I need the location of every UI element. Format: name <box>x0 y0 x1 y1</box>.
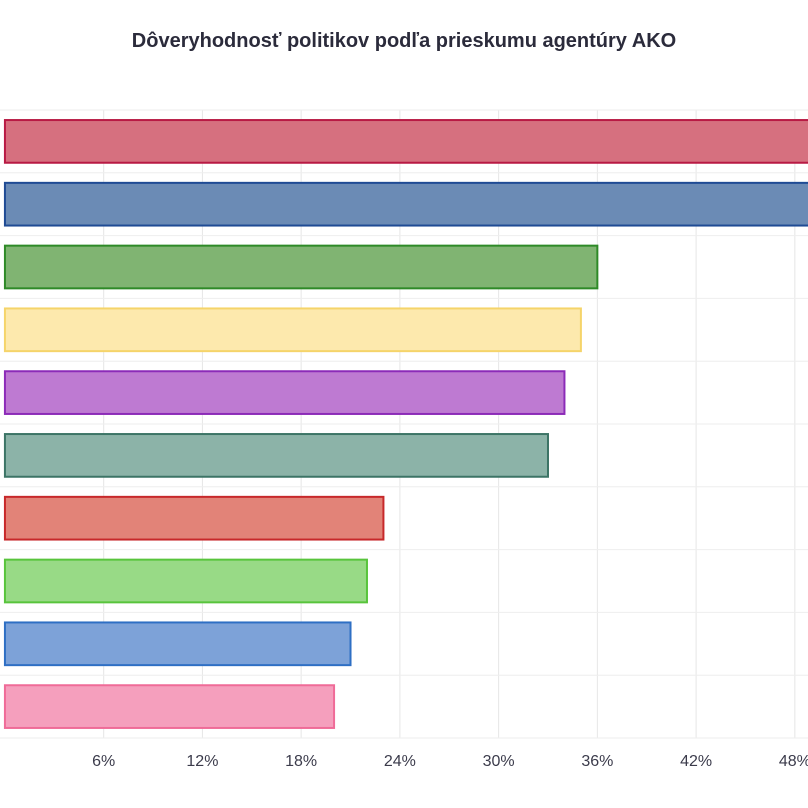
bar[interactable] <box>3 558 368 604</box>
x-tick-label: 18% <box>285 753 317 770</box>
grid-layer <box>0 109 808 739</box>
x-axis-ticks: 6% 12% 18% 24% 30% 36% 42% 48% <box>92 753 808 770</box>
x-tick-label: 42% <box>680 753 712 770</box>
bar[interactable] <box>3 119 808 164</box>
bar[interactable] <box>3 181 808 227</box>
chart-title: Dôveryhodnosť politikov podľa prieskumu … <box>131 30 677 52</box>
x-tick-label: 24% <box>384 753 416 770</box>
bar[interactable] <box>3 495 385 541</box>
bar[interactable] <box>3 684 336 729</box>
x-tick-label: 12% <box>186 753 218 770</box>
x-tick-label: 36% <box>581 753 613 770</box>
x-tick-label: 6% <box>92 753 115 770</box>
bar[interactable] <box>3 307 582 353</box>
bar-layer <box>3 119 808 729</box>
bar[interactable] <box>3 370 566 415</box>
bar[interactable] <box>3 433 549 478</box>
x-tick-label: 30% <box>483 753 515 770</box>
x-tick-label: 48% <box>779 753 808 770</box>
bar[interactable] <box>3 244 599 290</box>
bar[interactable] <box>3 621 352 667</box>
